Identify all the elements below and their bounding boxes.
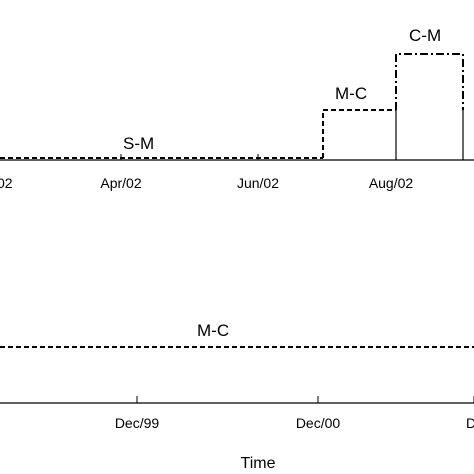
bottom-label-m-c: M-C	[197, 321, 229, 340]
top-label-c-m: C-M	[409, 26, 441, 45]
bottom-tick-label-dec00: Dec/00	[296, 415, 341, 431]
top-label-m-c: M-C	[335, 84, 367, 103]
top-tick-label-jun02: Jun/02	[237, 175, 279, 191]
bottom-panel: Dec/99 Dec/00 D M-C Time	[0, 321, 474, 472]
top-tick-label-aug02: Aug/02	[369, 175, 414, 191]
bottom-tick-label-dec99: Dec/99	[115, 415, 160, 431]
bottom-tick-label-dec01: D	[466, 415, 474, 431]
top-label-s-m: S-M	[123, 134, 154, 153]
bottom-x-axis-title: Time	[241, 455, 276, 472]
top-panel: 02 Apr/02 Jun/02 Aug/02 S-M M-C C-M	[0, 26, 474, 191]
top-series-c-m	[395, 53, 464, 110]
top-series-m-c	[322, 109, 396, 158]
top-tick-label-apr02: Apr/02	[100, 175, 141, 191]
top-tick-label-02: 02	[0, 175, 13, 191]
